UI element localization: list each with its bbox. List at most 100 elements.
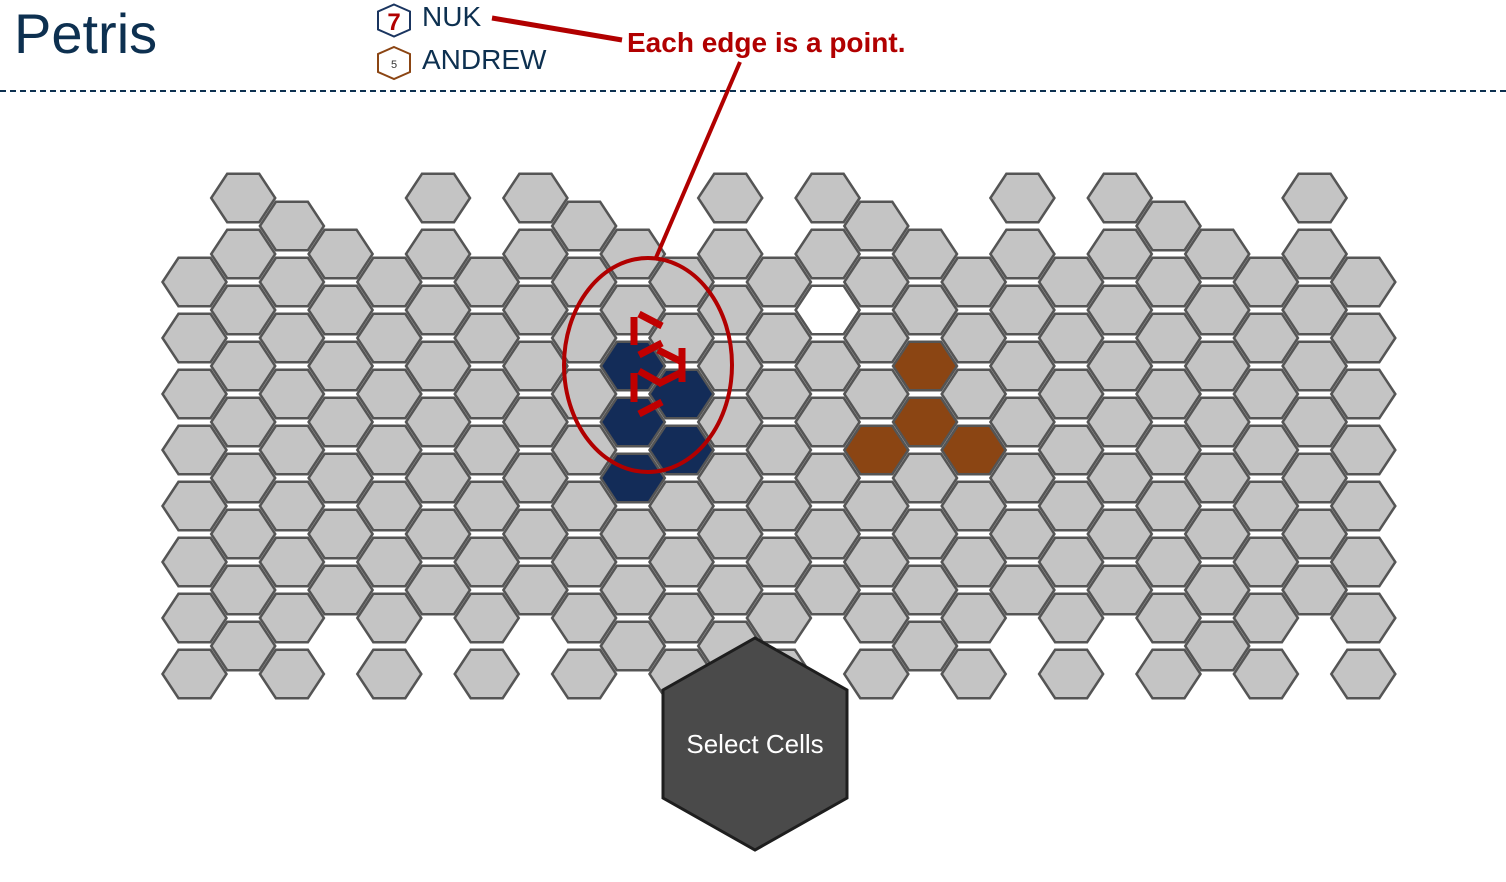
hex-cell[interactable] (599, 508, 667, 560)
hex-cell[interactable] (842, 592, 910, 644)
hex-cell[interactable] (1183, 452, 1251, 504)
hex-cell[interactable] (404, 508, 472, 560)
hex-cell[interactable] (501, 508, 569, 560)
hex-cell[interactable] (1135, 200, 1202, 252)
hex-cell[interactable] (258, 312, 326, 364)
hex-cell[interactable] (453, 424, 521, 476)
hex-cell[interactable] (1037, 480, 1105, 532)
hex-cell[interactable] (745, 368, 813, 420)
hex-cell[interactable] (453, 480, 521, 532)
hex-cell[interactable] (258, 480, 326, 532)
hex-cell[interactable] (404, 172, 472, 224)
hex-cell[interactable] (1135, 312, 1202, 364)
hex-cell[interactable] (355, 312, 423, 364)
hex-cell[interactable] (501, 452, 569, 504)
hex-cell[interactable] (550, 312, 618, 364)
hex-cell[interactable] (355, 648, 423, 700)
hex-cell[interactable] (404, 396, 472, 448)
hex-cell[interactable] (258, 424, 326, 476)
hex-cell[interactable] (453, 536, 521, 588)
hex-cell[interactable] (940, 536, 1008, 588)
hex-cell[interactable] (988, 396, 1056, 448)
hex-cell[interactable] (209, 284, 277, 336)
hex-cell[interactable] (1329, 312, 1397, 364)
hex-cell[interactable] (307, 452, 375, 504)
hex-cell[interactable] (453, 592, 521, 644)
hex-cell[interactable] (842, 200, 910, 252)
hex-cell[interactable] (842, 424, 910, 476)
hex-cell[interactable] (209, 340, 277, 392)
hex-cell[interactable] (842, 368, 910, 420)
hex-cell[interactable] (940, 480, 1008, 532)
hex-cell[interactable] (258, 536, 326, 588)
hex-cell[interactable] (307, 228, 375, 280)
hex-cell[interactable] (1037, 256, 1105, 308)
hex-cell[interactable] (891, 396, 959, 448)
hex-cell[interactable] (550, 592, 618, 644)
hex-cell[interactable] (1037, 536, 1105, 588)
hex-cell[interactable] (940, 312, 1008, 364)
hex-cell[interactable] (1183, 340, 1251, 392)
hex-cell[interactable] (1232, 312, 1300, 364)
hex-cell[interactable] (940, 256, 1008, 308)
hex-cell[interactable] (988, 284, 1056, 336)
hex-cell[interactable] (1232, 256, 1300, 308)
hex-cell[interactable] (696, 508, 764, 560)
hex-cell[interactable] (355, 256, 423, 308)
hex-cell[interactable] (696, 452, 764, 504)
hex-cell[interactable] (1086, 452, 1154, 504)
hex-cell[interactable] (209, 564, 277, 616)
hex-cell[interactable] (1281, 228, 1349, 280)
hex-cell[interactable] (988, 228, 1056, 280)
hex-cell[interactable] (501, 172, 569, 224)
hex-cell[interactable] (648, 536, 715, 588)
hex-cell[interactable] (355, 424, 423, 476)
hex-cell[interactable] (1183, 564, 1251, 616)
hex-cell[interactable] (1232, 368, 1300, 420)
hex-cell[interactable] (1281, 284, 1349, 336)
hex-cell[interactable] (1135, 536, 1202, 588)
hex-cell[interactable] (501, 228, 569, 280)
hex-cell[interactable] (1281, 340, 1349, 392)
hex-cell[interactable] (1086, 564, 1154, 616)
hex-cell[interactable] (1329, 256, 1397, 308)
hex-cell[interactable] (161, 592, 228, 644)
hex-cell[interactable] (258, 200, 326, 252)
hex-cell[interactable] (501, 340, 569, 392)
hex-cell[interactable] (891, 452, 959, 504)
hex-cell[interactable] (161, 480, 228, 532)
hex-cell[interactable] (988, 564, 1056, 616)
hex-cell[interactable] (209, 452, 277, 504)
hex-cell[interactable] (1281, 396, 1349, 448)
hex-cell[interactable] (648, 480, 715, 532)
hex-cell[interactable] (940, 592, 1008, 644)
hex-cell[interactable] (745, 312, 813, 364)
hex-cell[interactable] (891, 340, 959, 392)
hex-cell[interactable] (1135, 648, 1202, 700)
hex-cell[interactable] (842, 312, 910, 364)
hex-cell[interactable] (1037, 368, 1105, 420)
hex-cell[interactable] (1135, 424, 1202, 476)
hex-cell[interactable] (550, 368, 618, 420)
hex-cell[interactable] (1329, 592, 1397, 644)
hex-cell[interactable] (161, 536, 228, 588)
hex-cell[interactable] (648, 592, 715, 644)
hex-cell[interactable] (1086, 284, 1154, 336)
hex-cell[interactable] (891, 508, 959, 560)
hex-cell[interactable] (550, 200, 618, 252)
hex-cell[interactable] (258, 592, 326, 644)
hex-cell[interactable] (891, 620, 959, 672)
hex-cell[interactable] (842, 648, 910, 700)
hex-cell[interactable] (307, 340, 375, 392)
hex-cell[interactable] (453, 648, 521, 700)
hex-cell[interactable] (745, 536, 813, 588)
hex-cell[interactable] (1329, 424, 1397, 476)
hex-cell[interactable] (842, 536, 910, 588)
hex-cell[interactable] (453, 312, 521, 364)
hex-cell[interactable] (794, 396, 862, 448)
hex-cell[interactable] (501, 284, 569, 336)
hex-cell[interactable] (1086, 172, 1154, 224)
hex-cell[interactable] (404, 564, 472, 616)
hex-cell[interactable] (1183, 620, 1251, 672)
hex-cell[interactable] (940, 424, 1008, 476)
